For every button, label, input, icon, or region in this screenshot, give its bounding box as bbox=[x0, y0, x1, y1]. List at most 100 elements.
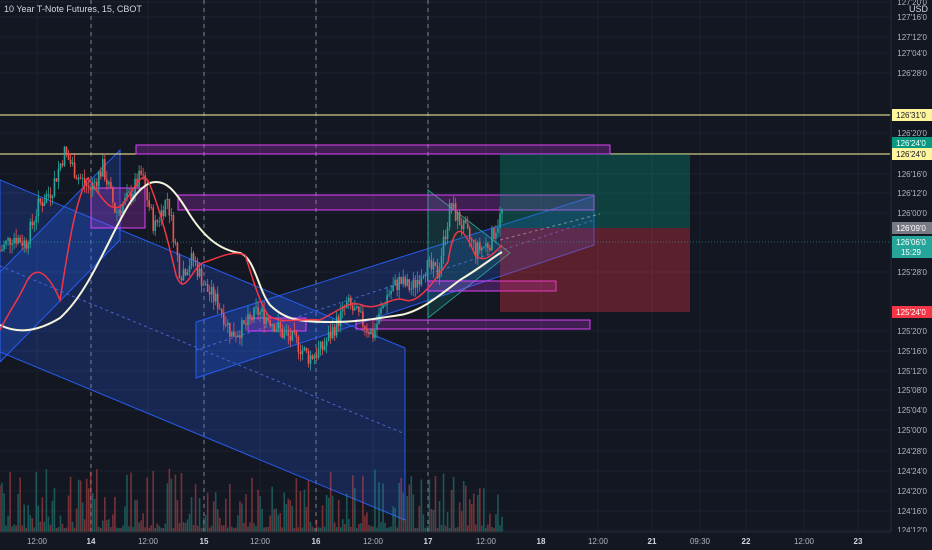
volume-bar bbox=[388, 527, 390, 532]
target-zone[interactable] bbox=[500, 154, 690, 228]
candle-body bbox=[345, 301, 348, 308]
candle-body bbox=[9, 238, 11, 245]
volume-bar bbox=[108, 519, 110, 532]
candle-body bbox=[311, 355, 314, 359]
candle-body bbox=[301, 350, 304, 355]
candle-body bbox=[390, 290, 392, 295]
volume-bar bbox=[41, 497, 44, 532]
volume-bar bbox=[412, 494, 415, 532]
volume-bar bbox=[466, 525, 469, 532]
volume-bar bbox=[100, 527, 102, 532]
price-tag-label: 125'24'0 bbox=[896, 308, 926, 317]
zone-upper-wide[interactable] bbox=[177, 194, 595, 211]
candle-body bbox=[422, 276, 425, 278]
candle-body bbox=[398, 276, 400, 291]
candle-body bbox=[491, 227, 493, 251]
volume-bar bbox=[85, 478, 88, 532]
volume-bar bbox=[485, 527, 487, 532]
volume-bar bbox=[271, 486, 273, 532]
volume-bar bbox=[116, 527, 118, 532]
volume-bar bbox=[400, 477, 402, 532]
zone-right-small[interactable] bbox=[427, 280, 557, 292]
volume-bar bbox=[404, 518, 407, 532]
candle-body bbox=[239, 335, 241, 339]
volume-bar bbox=[269, 515, 271, 532]
volume-bar bbox=[93, 498, 96, 532]
candle-body bbox=[394, 279, 396, 286]
volume-bar bbox=[247, 526, 249, 532]
candle-body bbox=[168, 198, 171, 216]
time-axis[interactable]: 12:00 14 12:00 15 12:00 16 12:00 17 12:00 18 12:00… bbox=[0, 531, 932, 550]
volume-bar bbox=[241, 503, 243, 532]
chart-title[interactable]: 10 Year T-Note Futures, 15, CBOT bbox=[4, 4, 142, 14]
volume-bar bbox=[287, 498, 290, 532]
volume-bar bbox=[279, 513, 282, 532]
zone-right-bottom[interactable] bbox=[355, 319, 591, 330]
candle-body bbox=[331, 327, 334, 339]
candle-body bbox=[279, 322, 282, 329]
volume-bar bbox=[464, 485, 467, 532]
price-tag-label: 126'24'0 bbox=[896, 150, 926, 159]
volume-bar bbox=[426, 526, 429, 532]
volume-bar bbox=[89, 471, 92, 532]
volume-bar bbox=[428, 479, 431, 532]
volume-bar bbox=[102, 520, 104, 532]
candle-body bbox=[481, 247, 483, 251]
candle-body bbox=[339, 311, 342, 327]
volume-bar bbox=[128, 526, 130, 532]
volume-bar bbox=[132, 526, 134, 532]
candle-body bbox=[166, 198, 169, 201]
candle-body bbox=[53, 178, 56, 196]
volume-bar bbox=[319, 527, 322, 532]
volume-bar bbox=[3, 493, 5, 532]
candle-body bbox=[194, 260, 197, 263]
price-candles[interactable] bbox=[0, 145, 503, 371]
candle-body bbox=[309, 355, 312, 364]
volume-bar bbox=[438, 500, 441, 532]
candle-body bbox=[208, 291, 211, 295]
candle-body bbox=[93, 181, 96, 183]
candle-body bbox=[392, 285, 394, 291]
price-tag-target bbox=[892, 137, 932, 149]
volume-bar bbox=[460, 511, 463, 532]
volume-bar bbox=[160, 527, 163, 532]
candle-body bbox=[146, 187, 148, 201]
candle-body bbox=[227, 322, 229, 326]
price-tick-label: 124'12'0 bbox=[897, 526, 927, 535]
price-axis[interactable]: 127'20'0 127'16'0 127'12'0 127'04'0 126'28'0… bbox=[890, 0, 932, 535]
volume-bar bbox=[493, 527, 495, 532]
candle-body bbox=[269, 320, 271, 326]
triangle-pattern[interactable] bbox=[427, 188, 511, 320]
price-tick-label: 127'12'0 bbox=[897, 33, 927, 42]
volume-bar bbox=[315, 519, 318, 532]
volume-bar bbox=[414, 527, 417, 532]
rising-channel-left[interactable] bbox=[0, 148, 121, 363]
volume-bar bbox=[235, 527, 237, 532]
stop-zone[interactable] bbox=[500, 228, 690, 312]
zone-top[interactable] bbox=[135, 144, 611, 155]
candle-body bbox=[204, 283, 207, 286]
volume-bar bbox=[456, 527, 459, 532]
candle-body bbox=[220, 309, 223, 314]
price-tick-label: 126'16'0 bbox=[897, 170, 927, 179]
volume-bar bbox=[364, 515, 366, 532]
volume-bar bbox=[224, 498, 227, 532]
descending-channel[interactable] bbox=[0, 179, 406, 521]
candle-body bbox=[182, 269, 185, 281]
volume-bar bbox=[152, 470, 155, 532]
volume-bar bbox=[408, 484, 411, 532]
candle-body bbox=[229, 322, 231, 337]
volume-bar bbox=[81, 502, 84, 532]
volume-bar bbox=[162, 527, 165, 532]
volume-bar bbox=[118, 527, 120, 532]
candle-body bbox=[384, 304, 386, 306]
volume-bar bbox=[122, 525, 124, 532]
volume-bar bbox=[345, 493, 348, 532]
candle-body bbox=[327, 332, 330, 341]
candle-body bbox=[495, 232, 497, 239]
time-tick-label: 16 bbox=[312, 537, 321, 546]
volume-bar bbox=[253, 523, 255, 532]
